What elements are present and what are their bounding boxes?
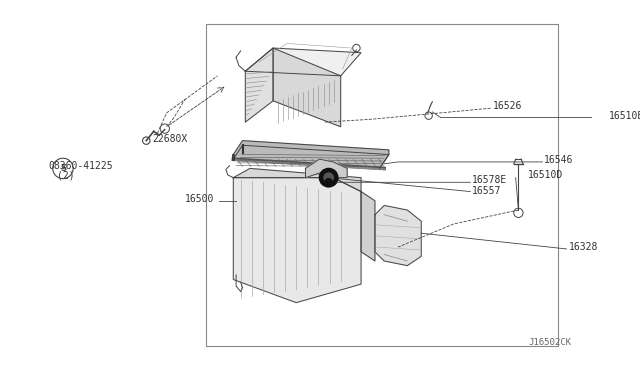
Text: 16578E: 16578E [472,174,508,185]
Text: 16328: 16328 [568,242,598,252]
Polygon shape [375,205,421,266]
Polygon shape [361,192,375,261]
Bar [205,24,558,346]
Text: (2): (2) [58,171,75,181]
Text: 16526: 16526 [493,102,522,111]
Polygon shape [245,48,361,76]
Circle shape [319,169,338,187]
Circle shape [324,173,333,182]
Text: 16500: 16500 [185,194,214,204]
Polygon shape [245,48,273,122]
Polygon shape [234,178,361,303]
Text: 16510D: 16510D [528,170,563,180]
Circle shape [325,179,332,186]
Text: J16502CK: J16502CK [528,338,571,347]
Polygon shape [234,169,361,192]
Polygon shape [305,159,347,178]
Text: 22680X: 22680X [153,134,188,144]
Text: S: S [60,164,66,173]
Polygon shape [234,141,389,169]
Text: 16557: 16557 [472,186,502,196]
Polygon shape [273,48,340,127]
Text: 16510E: 16510E [609,110,640,121]
Polygon shape [234,145,389,169]
Text: 08360-41225: 08360-41225 [48,161,113,171]
Text: 16546: 16546 [545,155,573,165]
